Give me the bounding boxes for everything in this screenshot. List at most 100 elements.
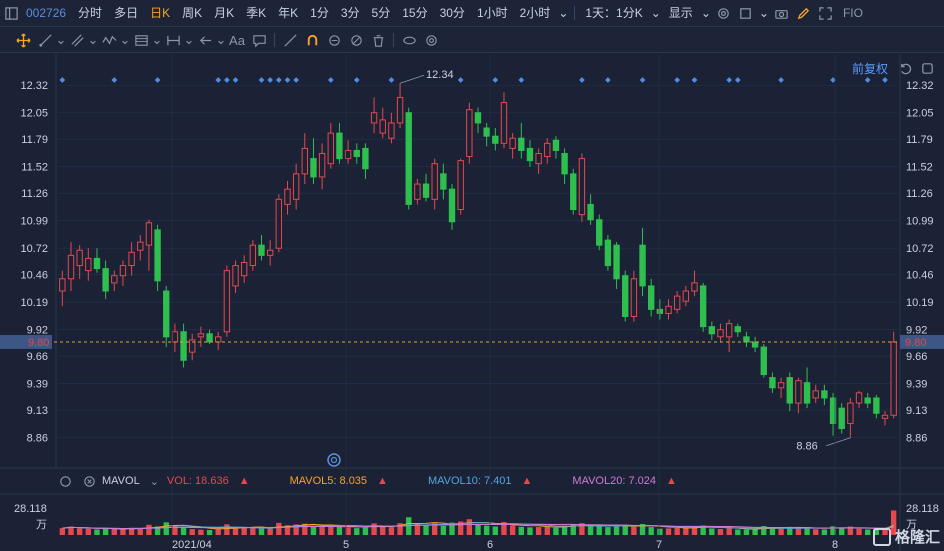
- price-tick-right: 9.92: [906, 325, 927, 337]
- pencil-icon[interactable]: [793, 2, 815, 24]
- text-tool-icon[interactable]: Aa: [229, 32, 245, 48]
- price-tick-right: 10.99: [906, 216, 934, 228]
- price-tick-left: 12.32: [20, 80, 48, 92]
- volume-bar: [518, 526, 524, 535]
- candle-body: [699, 285, 707, 328]
- indicator-name[interactable]: MAVOL: [102, 475, 140, 487]
- period-tab-1[interactable]: 多日: [114, 5, 139, 20]
- volume-bar: [284, 525, 291, 535]
- timeframe-dropdown[interactable]: 1天：1分K: [585, 5, 643, 20]
- volume-bar: [380, 526, 386, 535]
- hide-icon[interactable]: [345, 29, 367, 51]
- period-tab-10[interactable]: 15分: [402, 5, 428, 20]
- trend-line-icon[interactable]: [34, 29, 56, 51]
- event-target-icon[interactable]: [327, 453, 341, 467]
- period-tab-5[interactable]: 季K: [246, 5, 267, 20]
- range-icon[interactable]: [162, 29, 184, 51]
- current-price-tag-right: [900, 334, 944, 349]
- channel-line-icon[interactable]: [66, 29, 88, 51]
- window-icon[interactable]: [916, 57, 938, 79]
- chevron-down-icon[interactable]: ⌄: [151, 32, 163, 47]
- panel-toggle-icon[interactable]: [0, 2, 22, 24]
- up-arrow-icon: ▲: [377, 475, 388, 487]
- event-marker: [267, 77, 273, 83]
- checkbox-icon[interactable]: [735, 2, 757, 24]
- eye-icon[interactable]: [398, 29, 420, 51]
- volume-bar: [466, 519, 473, 535]
- period-tab-6[interactable]: 年K: [278, 5, 299, 20]
- arrow-left-icon[interactable]: [194, 29, 216, 51]
- chevron-down-icon[interactable]: ⌄: [558, 5, 569, 20]
- date-label: 5: [343, 539, 349, 551]
- event-marker: [605, 77, 611, 83]
- undo-icon[interactable]: [894, 57, 916, 79]
- candle-body: [154, 229, 161, 282]
- adjust-type-button[interactable]: 前复权: [851, 62, 888, 76]
- display-dropdown[interactable]: 显示: [668, 5, 693, 20]
- candle-body: [743, 336, 750, 343]
- chevron-down-icon[interactable]: ⌄: [87, 32, 99, 47]
- volume-bar: [137, 528, 143, 535]
- magnet-icon[interactable]: [301, 29, 323, 51]
- chevron-down-icon[interactable]: ⌄: [650, 5, 661, 20]
- chevron-down-icon[interactable]: ⌄: [215, 32, 227, 47]
- event-marker: [778, 77, 784, 83]
- comment-icon[interactable]: [248, 29, 270, 51]
- period-tab-13[interactable]: 2小时: [519, 5, 551, 20]
- chevron-down-icon[interactable]: ⌄: [183, 32, 195, 47]
- event-marker: [639, 77, 646, 83]
- fullscreen-icon[interactable]: [815, 2, 837, 24]
- settings-gear-icon[interactable]: [713, 2, 735, 24]
- volume-bar: [501, 522, 507, 535]
- volume-bar: [224, 524, 230, 535]
- period-tab-9[interactable]: 5分: [371, 5, 391, 20]
- candlestick-chart[interactable]: 12.32 12.05 11.79 11.52 11.26 10.99 10.72 10.46…: [0, 54, 944, 551]
- chevron-down-icon[interactable]: ⌄: [700, 5, 711, 20]
- candle-body: [405, 112, 412, 205]
- candle-body: [379, 119, 386, 134]
- volume-bar: [250, 527, 256, 535]
- price-axis-right: 12.32 12.05 11.79 11.52 11.26 10.99 10.72 10.46…: [906, 80, 934, 444]
- volume-bar: [778, 528, 784, 535]
- drawing-toolbar: ⌄ ⌄ ⌄ ⌄ ⌄ ⌄ Aa: [0, 28, 944, 53]
- fio-label[interactable]: FIO: [842, 5, 863, 20]
- volume-bar: [553, 527, 559, 535]
- indicator-settings-icon[interactable]: [54, 470, 76, 492]
- crosshair-move-icon[interactable]: [12, 29, 34, 51]
- trash-icon[interactable]: [367, 29, 389, 51]
- period-tab-3[interactable]: 周K: [182, 5, 203, 20]
- period-tab-0[interactable]: 分时: [78, 5, 103, 20]
- mavol10-value: MAVOL10: 7.401: [427, 475, 512, 487]
- chevron-down-icon[interactable]: ⌄: [758, 5, 769, 20]
- volume-bar: [882, 529, 888, 535]
- event-marker: [492, 77, 499, 83]
- indicator-close-icon[interactable]: [78, 470, 100, 492]
- chevron-down-icon[interactable]: ⌄: [119, 32, 131, 47]
- high-price-pointer: [399, 74, 425, 84]
- period-tab-12[interactable]: 1小时: [476, 5, 508, 20]
- period-tab-7[interactable]: 1分: [310, 5, 329, 20]
- chevron-down-icon[interactable]: ⌄: [55, 32, 67, 47]
- link-icon[interactable]: [323, 29, 345, 51]
- period-tab-4[interactable]: 月K: [214, 5, 235, 20]
- chevron-down-icon[interactable]: ⌄: [149, 475, 159, 488]
- fibonacci-icon[interactable]: [130, 29, 152, 51]
- candle-body: [734, 326, 741, 333]
- period-tab-2[interactable]: 日K: [150, 5, 171, 20]
- period-tab-11[interactable]: 30分: [439, 5, 465, 20]
- candle-body: [457, 160, 464, 211]
- drawing-settings-icon[interactable]: [420, 29, 442, 51]
- candle-body: [76, 249, 83, 267]
- period-tab-8[interactable]: 3分: [340, 5, 360, 20]
- candle-body: [725, 323, 733, 338]
- candle-body: [682, 290, 690, 302]
- volume-bar: [509, 525, 516, 535]
- event-marker: [154, 77, 161, 83]
- wave-icon[interactable]: [98, 29, 120, 51]
- candle-body: [570, 173, 577, 211]
- candle-body: [847, 402, 854, 424]
- candles-layer: [59, 83, 897, 438]
- camera-icon[interactable]: [771, 2, 793, 24]
- ruler-icon[interactable]: [279, 29, 301, 51]
- event-marker: [691, 77, 698, 83]
